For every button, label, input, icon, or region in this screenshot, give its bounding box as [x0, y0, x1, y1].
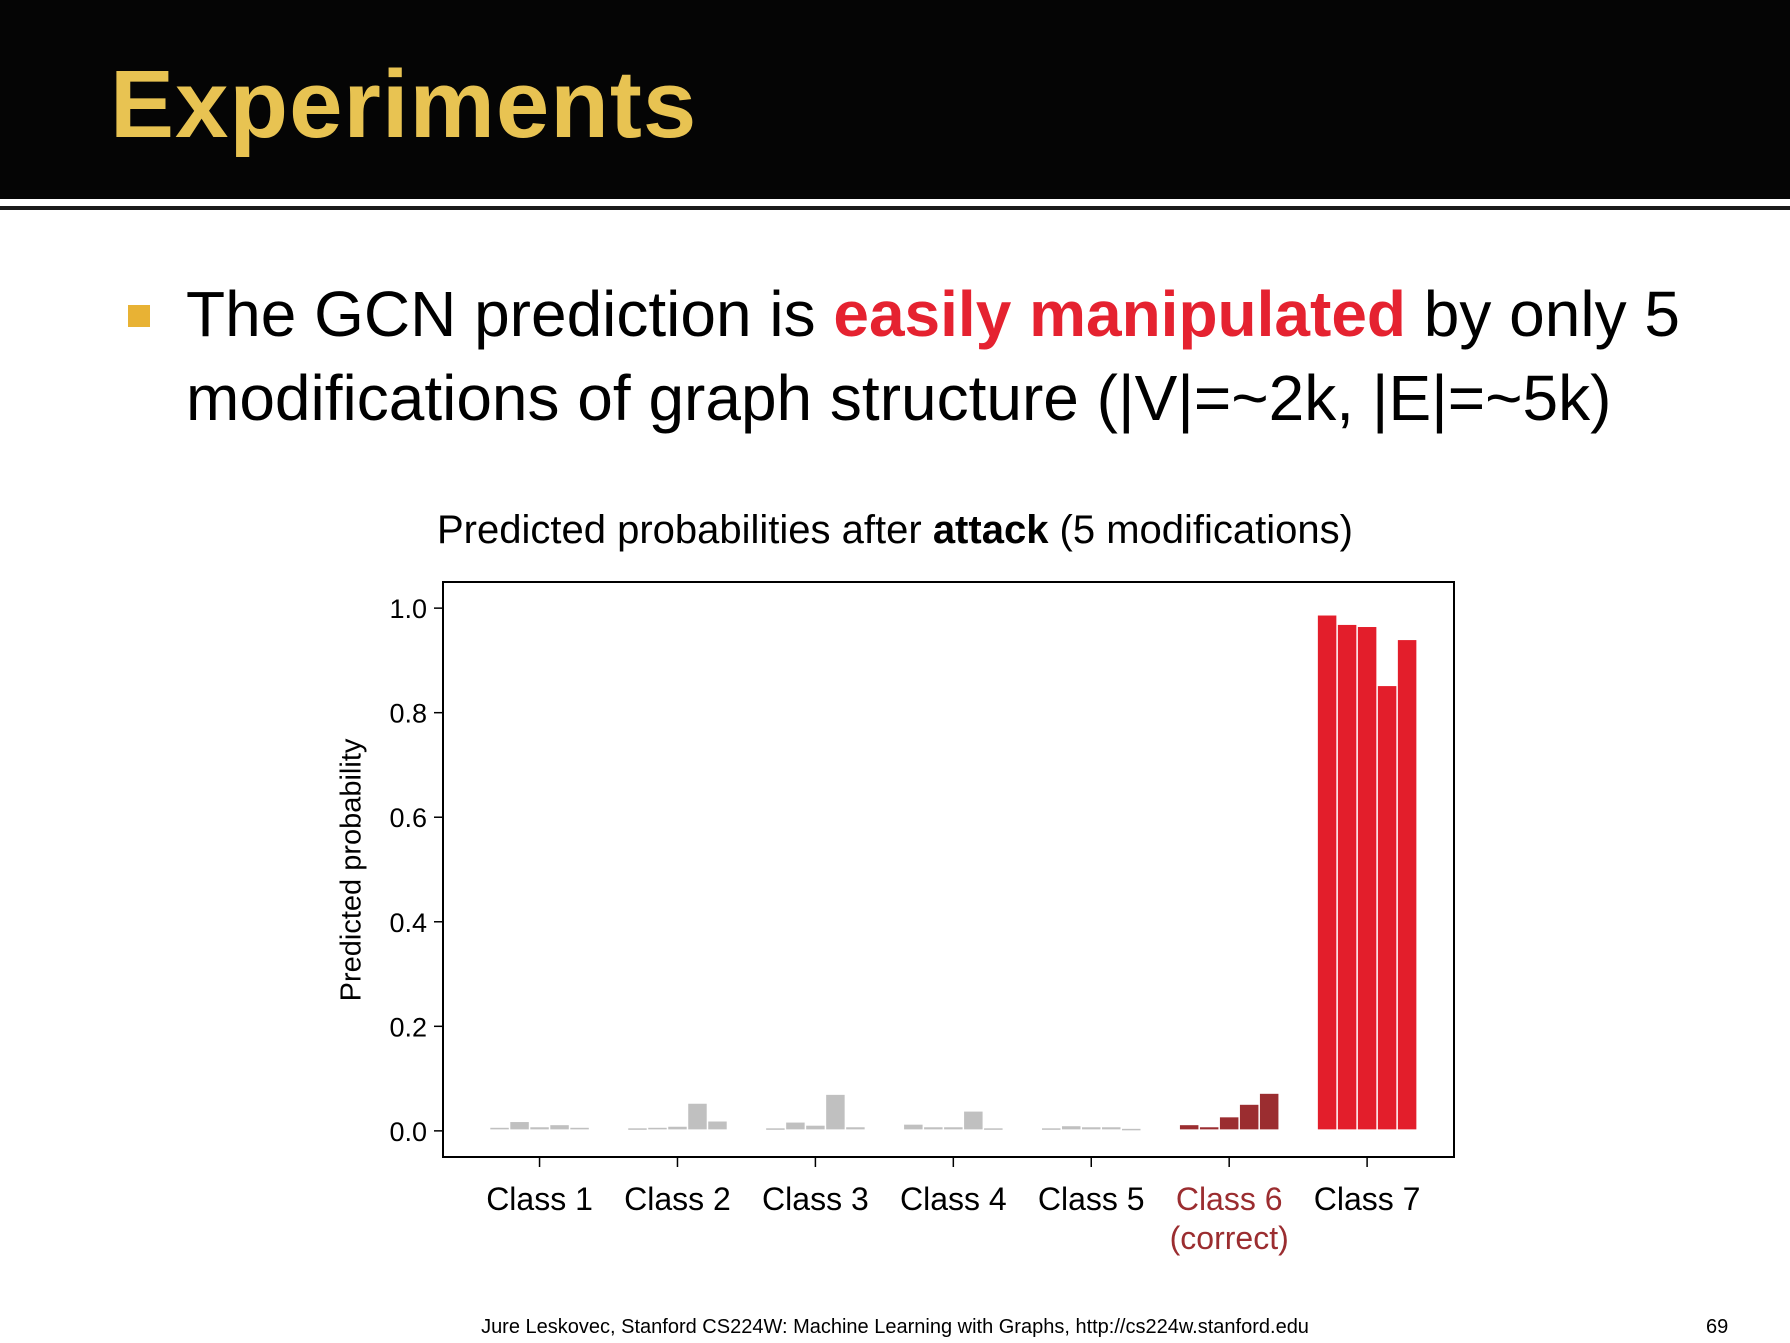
- x-tick-label: Class 1: [486, 1181, 593, 1217]
- bar: [1239, 1104, 1259, 1130]
- chart-title-bold: attack: [932, 508, 1049, 552]
- bar: [1062, 1126, 1081, 1130]
- bar: [668, 1126, 687, 1130]
- bullet-square-icon: [128, 305, 150, 327]
- bullet-highlight: easily manipulated: [833, 278, 1406, 350]
- x-tick-label: Class 4: [900, 1181, 1007, 1217]
- y-tick-label: 0.0: [389, 1117, 427, 1147]
- bullet-text-after: by only 5 modifications of graph structu…: [186, 278, 1680, 434]
- y-tick-label: 0.6: [389, 803, 427, 833]
- bar: [846, 1127, 865, 1130]
- page-number: 69: [1706, 1316, 1729, 1338]
- bar: [964, 1111, 983, 1130]
- footer-credit: Jure Leskovec, Stanford CS224W: Machine …: [481, 1316, 1309, 1338]
- bar: [1179, 1125, 1199, 1130]
- bar: [826, 1094, 845, 1130]
- bar: [1377, 686, 1397, 1130]
- bar: [1357, 627, 1377, 1130]
- bar: [708, 1121, 727, 1130]
- bar: [530, 1127, 549, 1130]
- y-tick-label: 1.0: [389, 594, 427, 624]
- bar: [1337, 624, 1357, 1130]
- bar: [924, 1127, 943, 1130]
- bar: [628, 1128, 647, 1130]
- bar: [490, 1127, 509, 1130]
- y-tick-label: 0.2: [389, 1012, 427, 1042]
- y-tick-label: 0.4: [389, 908, 427, 938]
- bar: [904, 1124, 923, 1130]
- x-tick-label: Class 2: [624, 1181, 731, 1217]
- bar: [1317, 615, 1337, 1130]
- slide-title: Experiments: [110, 51, 698, 158]
- bar: [1102, 1127, 1121, 1130]
- x-tick-label: Class 5: [1038, 1181, 1145, 1217]
- chart-title-prefix: Predicted probabilities after: [436, 508, 933, 552]
- x-tick-label: Class 3: [762, 1181, 869, 1217]
- title-bar: [0, 0, 1790, 199]
- bar: [688, 1103, 707, 1130]
- x-tick-label: Class 6: [1176, 1181, 1283, 1217]
- bar: [510, 1122, 529, 1130]
- bar: [806, 1125, 825, 1130]
- bar: [944, 1127, 963, 1130]
- y-tick-label: 0.8: [389, 699, 427, 729]
- title-divider: [0, 206, 1790, 210]
- plot-frame: [442, 581, 1455, 1158]
- bar: [648, 1127, 667, 1130]
- chart-title-suffix: (5 modifications): [1048, 508, 1353, 552]
- x-tick-label: Class 7: [1314, 1181, 1421, 1217]
- bullet-text-before: The GCN prediction is: [186, 278, 834, 350]
- x-tick-sublabel: (correct): [1170, 1220, 1289, 1256]
- bar: [766, 1128, 785, 1130]
- bar: [1397, 640, 1417, 1130]
- bar: [1122, 1128, 1141, 1131]
- bar: [1082, 1127, 1101, 1130]
- bar: [1259, 1093, 1279, 1130]
- chart-title: Predicted probabilities after attack (5 …: [0, 508, 1790, 553]
- bar: [1199, 1127, 1219, 1130]
- bar: [786, 1122, 805, 1130]
- bar: [550, 1125, 569, 1130]
- bar: [570, 1127, 589, 1130]
- bullet-text: The GCN prediction is easily manipulated…: [186, 272, 1746, 440]
- bar: [1219, 1117, 1239, 1130]
- bar: [1042, 1128, 1061, 1130]
- bar: [984, 1128, 1003, 1130]
